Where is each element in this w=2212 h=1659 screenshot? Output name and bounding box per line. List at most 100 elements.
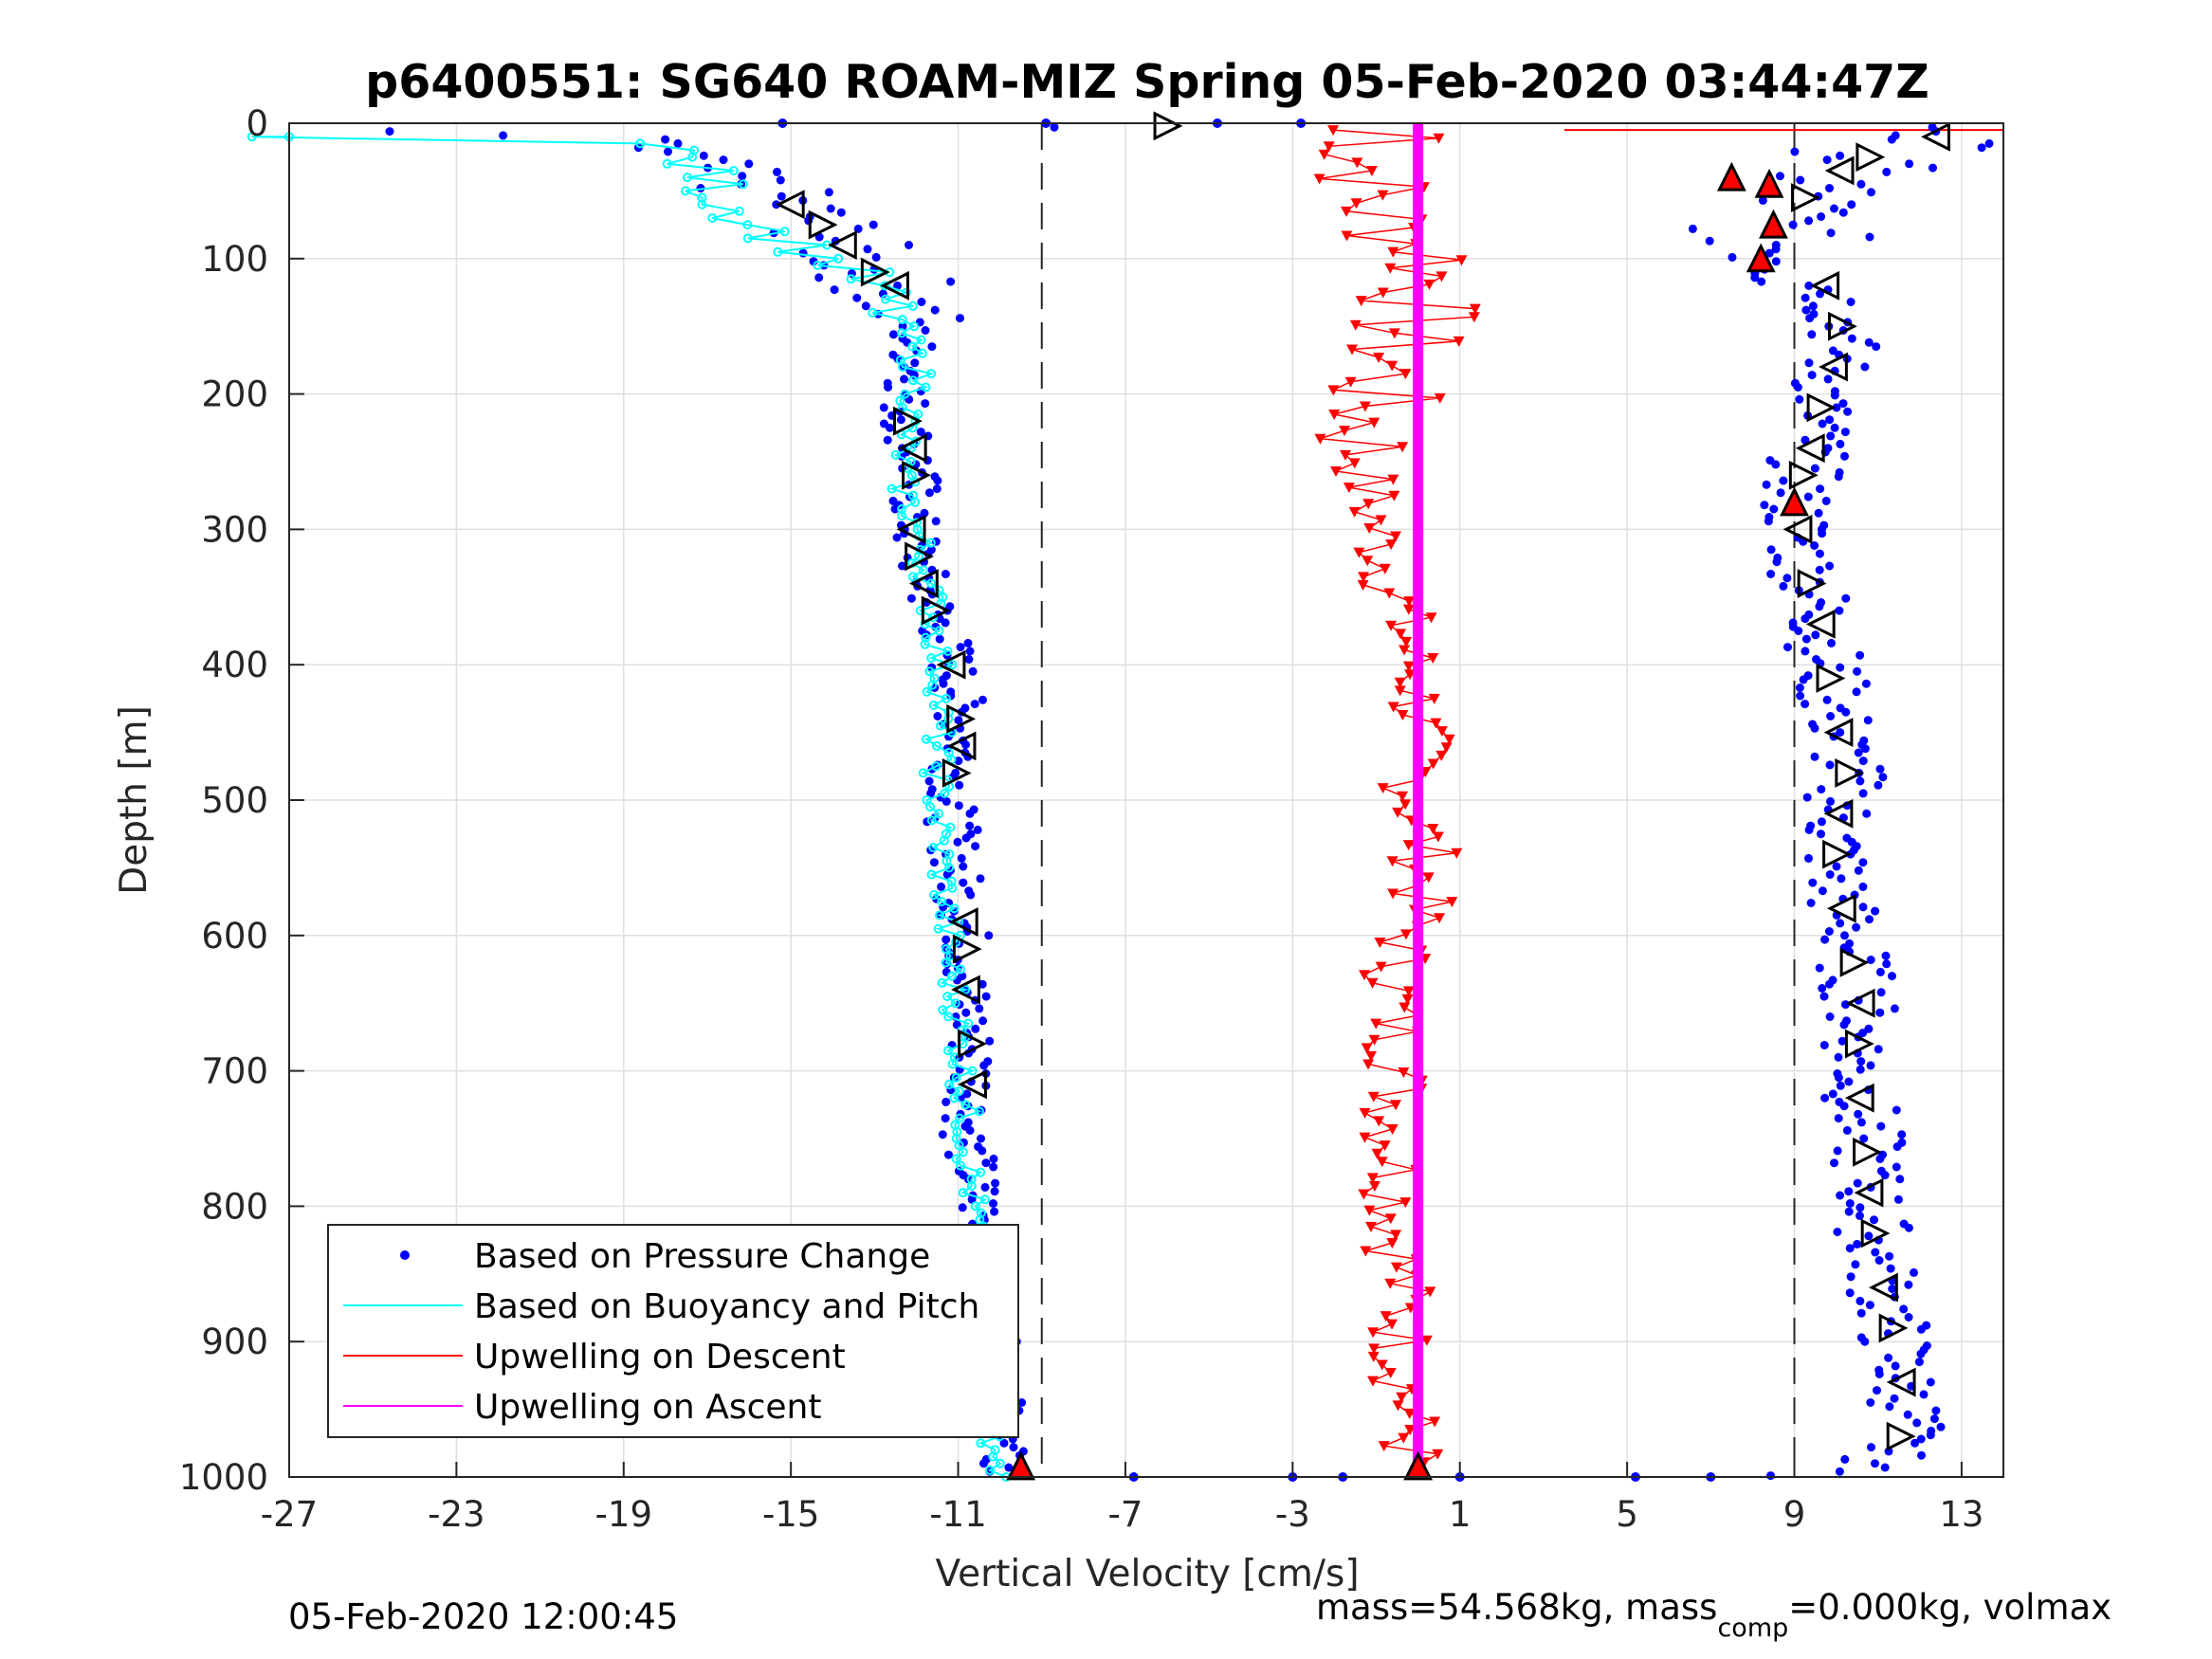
pressure-ascent-point	[1865, 915, 1874, 924]
pressure-ascent-point	[1766, 570, 1776, 578]
pressure-ascent-point	[1858, 882, 1868, 891]
y-tick-label: 0	[246, 103, 268, 144]
upwelling-descent-point	[1398, 645, 1411, 656]
buoyancy-pitch-point	[907, 301, 918, 311]
pressure-ascent-point	[1916, 1434, 1926, 1444]
upwelling-descent-point	[1368, 417, 1380, 428]
buoyancy-pitch-point	[779, 227, 790, 237]
pressure-ascent-point	[1771, 460, 1781, 469]
pressure-descent-point	[939, 679, 948, 688]
pressure-ascent-point	[1779, 476, 1788, 485]
upwelling-descent-point	[1392, 1400, 1404, 1412]
pressure-ascent-point	[1817, 817, 1826, 827]
upwelling-descent-point	[1451, 848, 1463, 859]
pressure-descent-point	[699, 151, 708, 160]
pressure-descent-point	[975, 1004, 984, 1013]
pressure-ascent-point	[1810, 464, 1819, 473]
pressure-ascent-point	[1836, 1081, 1845, 1090]
pressure-ascent-point	[1817, 830, 1825, 839]
pressure-descent-point	[959, 862, 968, 871]
buoyancy-pitch-point	[662, 158, 672, 169]
buoyancy-pitch-point	[937, 977, 947, 988]
upwelling-descent-point	[1366, 1173, 1379, 1184]
pressure-ascent-point	[1769, 504, 1779, 514]
buoyancy-pitch-point	[938, 1005, 948, 1015]
pressure-ascent-point	[1852, 687, 1861, 697]
buoyancy-pitch-point	[900, 389, 910, 399]
pressure-descent-point	[871, 252, 881, 262]
pressure-ascent-point	[1874, 1370, 1884, 1378]
upwelling-descent-point	[1346, 344, 1359, 356]
upwelling-descent-point	[1422, 872, 1435, 884]
pressure-ascent-point	[1819, 1041, 1829, 1049]
pressure-ascent-point	[1860, 1337, 1870, 1346]
upwelling-descent-point	[1397, 710, 1409, 721]
pressure-descent-point	[978, 1146, 987, 1156]
pressure-ascent-point	[1810, 723, 1819, 733]
buoyancy-pitch-point	[931, 761, 941, 772]
upwelling-descent-point	[1387, 246, 1399, 258]
pressure-ascent-point	[1825, 1012, 1835, 1021]
pressure-ascent-point	[1858, 757, 1868, 766]
buoyancy-pitch-point	[949, 903, 960, 914]
pressure-ascent-point	[1764, 517, 1773, 526]
upwelling-descent-point	[1367, 1351, 1380, 1362]
upwelling-descent-point	[1386, 360, 1398, 372]
pressure-ascent-point	[1904, 1313, 1913, 1322]
pressure-ascent-point	[1801, 647, 1810, 656]
pressure-ascent-point	[1905, 159, 1914, 169]
pressure-ascent-point	[1903, 1410, 1912, 1419]
pressure-ascent-point	[1912, 1418, 1922, 1428]
pressure-ascent-point	[1688, 224, 1697, 233]
pressure-descent-point	[926, 789, 936, 798]
upwelling-descent-point	[1403, 596, 1416, 608]
turn-marker	[808, 210, 838, 240]
upwelling-descent-point	[1359, 1132, 1371, 1143]
axis-ticks: -27 -23 -19 -15 -11 -7 -3 1 5 9 13 0 100 200 300 400 500…	[179, 103, 1984, 1535]
pressure-ascent-point	[1771, 257, 1781, 266]
upwelling-descent-point	[1359, 401, 1371, 412]
pressure-ascent-point	[1864, 1231, 1874, 1241]
upwelling-descent-point	[1430, 718, 1442, 729]
upwelling-descent-point	[1386, 1319, 1398, 1330]
turn-marker	[1835, 758, 1865, 788]
pressure-descent-point	[744, 159, 754, 169]
pressure-ascent-point	[1779, 581, 1788, 591]
pressure-ascent-point	[1833, 1228, 1842, 1236]
buoyancy-pitch-point	[928, 701, 939, 710]
pressure-ascent-point	[1866, 1061, 1875, 1070]
pressure-ascent-point	[1815, 963, 1824, 973]
pressure-ascent-point	[1820, 1093, 1830, 1103]
pressure-ascent-point	[1808, 301, 1818, 311]
buoyancy-pitch-point	[956, 964, 965, 975]
pressure-ascent-point	[1788, 220, 1798, 229]
buoyancy-pitch-point	[742, 233, 753, 244]
pressure-ascent-point	[1846, 1272, 1856, 1282]
pressure-ascent-point	[1919, 1390, 1929, 1399]
upwelling-descent-point	[1390, 531, 1402, 542]
pressure-ascent-point	[1867, 1443, 1875, 1452]
turn-marker	[1791, 183, 1820, 212]
upwelling-descent-point	[1384, 1278, 1397, 1289]
upwelling-descent-point	[1401, 994, 1414, 1005]
pressure-descent-point	[962, 1089, 972, 1099]
pressure-ascent-point	[1856, 1065, 1865, 1074]
pressure-ascent-point	[1897, 1130, 1907, 1139]
x-tick-label: 1	[1449, 1494, 1472, 1535]
upwelling-descent-point	[1429, 1416, 1441, 1428]
turn-marker	[946, 703, 977, 734]
upwelling-descent-point	[1395, 629, 1407, 640]
pressure-descent-point	[814, 273, 824, 283]
turn-marker	[1716, 161, 1746, 191]
pressure-ascent-point	[1871, 906, 1880, 916]
pressure-ascent-point	[1801, 634, 1811, 644]
pressure-ascent-point	[1820, 935, 1830, 944]
pressure-descent-point	[978, 979, 987, 989]
pressure-descent-point	[385, 127, 394, 137]
pressure-ascent-point	[1801, 700, 1810, 709]
pressure-descent-point	[830, 285, 839, 295]
pressure-ascent-point	[1887, 135, 1896, 144]
pressure-ascent-point	[1880, 1463, 1890, 1472]
pressure-ascent-point	[1891, 1361, 1900, 1371]
footer-timestamp: 05-Feb-2020 12:00:45	[288, 1596, 678, 1637]
